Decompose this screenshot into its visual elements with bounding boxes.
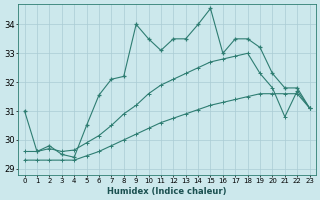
- X-axis label: Humidex (Indice chaleur): Humidex (Indice chaleur): [108, 187, 227, 196]
